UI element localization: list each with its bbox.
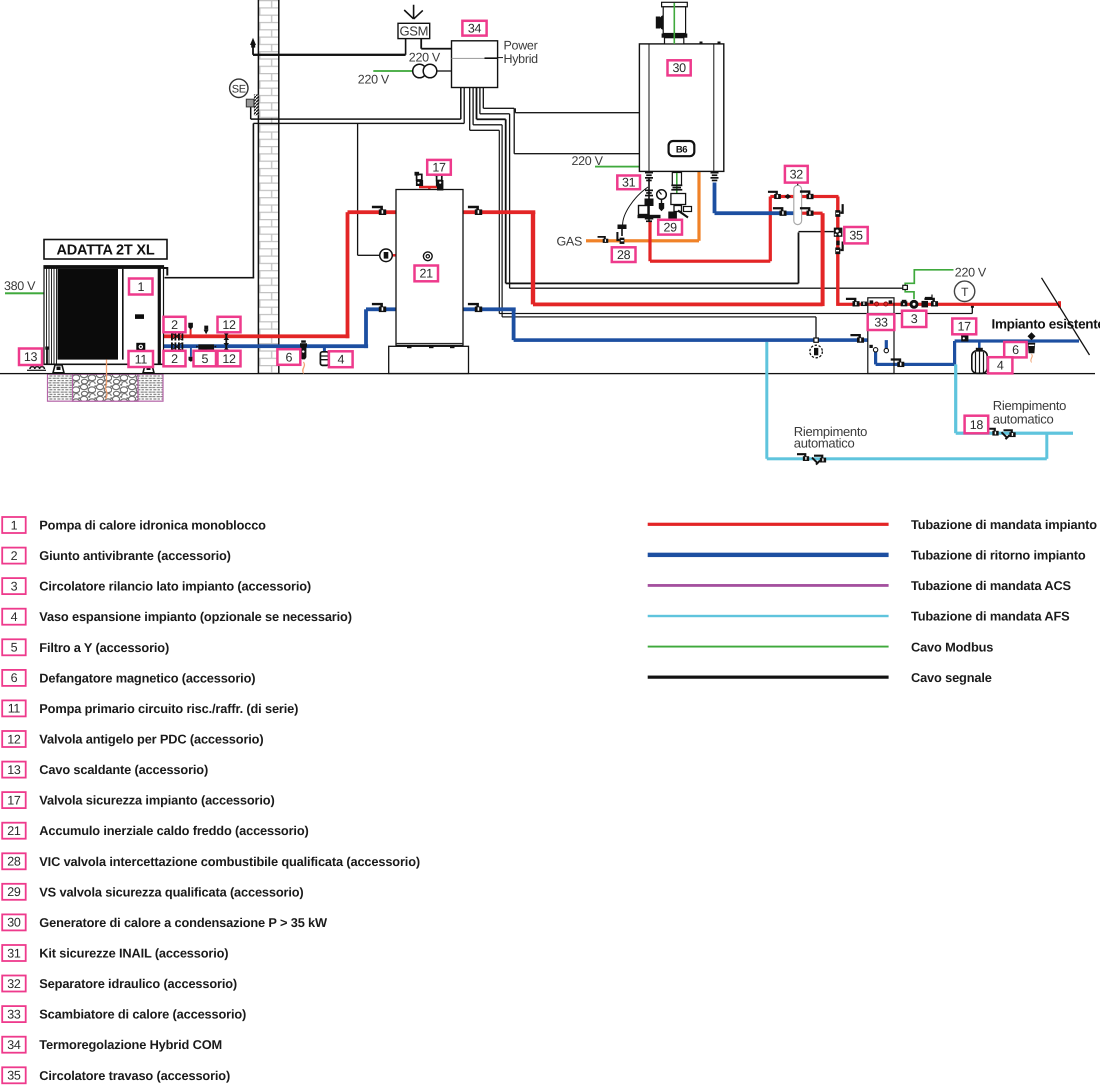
svg-text:12: 12 <box>222 318 236 332</box>
svg-text:17: 17 <box>432 161 446 175</box>
svg-text:13: 13 <box>7 763 21 777</box>
svg-text:VIC valvola intercettazione co: VIC valvola intercettazione combustibile… <box>39 854 420 869</box>
svg-text:Pompa primario circuito risc./: Pompa primario circuito risc./raffr. (di… <box>39 701 298 716</box>
svg-text:Cavo scaldante (accessorio): Cavo scaldante (accessorio) <box>39 762 208 777</box>
svg-text:3: 3 <box>911 312 918 326</box>
svg-text:29: 29 <box>7 885 21 899</box>
svg-text:GAS: GAS <box>557 235 583 249</box>
svg-text:Tubazione di ritorno impianto: Tubazione di ritorno impianto <box>911 548 1086 563</box>
svg-text:31: 31 <box>7 946 21 960</box>
svg-text:Separatore idraulico (accessor: Separatore idraulico (accessorio) <box>39 976 237 991</box>
svg-text:5: 5 <box>11 641 18 655</box>
svg-text:13: 13 <box>24 350 38 364</box>
svg-text:automatico: automatico <box>794 436 855 451</box>
svg-text:1: 1 <box>11 518 18 532</box>
svg-text:Valvola sicurezza impianto (ac: Valvola sicurezza impianto (accessorio) <box>39 793 274 808</box>
svg-text:32: 32 <box>790 168 804 182</box>
svg-text:3: 3 <box>11 579 18 593</box>
svg-text:2: 2 <box>171 318 178 332</box>
svg-text:automatico: automatico <box>993 411 1054 426</box>
svg-text:33: 33 <box>7 1007 21 1021</box>
svg-text:B6: B6 <box>676 144 687 155</box>
svg-text:11: 11 <box>135 352 148 366</box>
svg-text:2: 2 <box>11 549 18 563</box>
svg-text:Riempimento: Riempimento <box>993 398 1066 413</box>
svg-text:2: 2 <box>171 352 178 366</box>
svg-text:Impianto esistente: Impianto esistente <box>992 317 1100 332</box>
svg-text:Circolatore rilancio lato impi: Circolatore rilancio lato impianto (acce… <box>39 579 311 594</box>
svg-text:17: 17 <box>958 320 972 334</box>
svg-text:220 V: 220 V <box>409 50 441 64</box>
svg-text:33: 33 <box>874 316 888 330</box>
svg-text:35: 35 <box>7 1069 21 1083</box>
svg-text:21: 21 <box>7 824 21 838</box>
svg-text:Tubazione di mandata impianto: Tubazione di mandata impianto <box>911 517 1097 532</box>
svg-text:Tubazione di mandata ACS: Tubazione di mandata ACS <box>911 578 1072 593</box>
svg-text:6: 6 <box>1012 343 1019 357</box>
svg-text:Giunto antivibrante (accessori: Giunto antivibrante (accessorio) <box>39 548 230 563</box>
svg-text:30: 30 <box>672 61 686 75</box>
svg-text:5: 5 <box>201 352 208 366</box>
svg-text:VS valvola sicurezza qualifica: VS valvola sicurezza qualificata (access… <box>39 884 303 899</box>
svg-text:34: 34 <box>468 22 482 36</box>
svg-text:Scambiatore di calore (accesso: Scambiatore di calore (accessorio) <box>39 1007 246 1022</box>
svg-text:18: 18 <box>970 418 984 432</box>
svg-text:30: 30 <box>7 916 21 930</box>
svg-text:29: 29 <box>663 221 677 235</box>
svg-text:380 V: 380 V <box>4 279 36 293</box>
svg-text:28: 28 <box>617 248 631 262</box>
svg-text:11: 11 <box>8 702 21 716</box>
svg-text:4: 4 <box>997 359 1004 373</box>
svg-text:Power: Power <box>504 39 538 53</box>
svg-text:34: 34 <box>7 1038 21 1052</box>
svg-text:Circolatore travaso (accessori: Circolatore travaso (accessorio) <box>39 1068 230 1083</box>
svg-text:Vaso espansione impianto (opzi: Vaso espansione impianto (opzionale se n… <box>39 609 352 624</box>
svg-text:GSM: GSM <box>399 23 428 38</box>
svg-text:17: 17 <box>7 793 21 807</box>
svg-text:Riempimento: Riempimento <box>794 424 867 439</box>
svg-text:31: 31 <box>622 176 636 190</box>
svg-text:Pompa di calore idronica monob: Pompa di calore idronica monoblocco <box>39 518 266 533</box>
svg-text:Valvola antigelo per PDC (acce: Valvola antigelo per PDC (accessorio) <box>39 732 263 747</box>
svg-text:6: 6 <box>285 350 292 364</box>
svg-text:35: 35 <box>849 229 863 243</box>
svg-text:Termoregolazione Hybrid COM: Termoregolazione Hybrid COM <box>39 1037 222 1052</box>
svg-text:Kit sicurezze INAIL (accessori: Kit sicurezze INAIL (accessorio) <box>39 946 228 961</box>
svg-text:SE: SE <box>232 83 246 95</box>
svg-text:Defangatore magnetico (accesso: Defangatore magnetico (accessorio) <box>39 670 255 685</box>
svg-text:21: 21 <box>420 267 434 281</box>
svg-text:Filtro a Y (accessorio): Filtro a Y (accessorio) <box>39 640 169 655</box>
svg-text:T: T <box>961 285 969 299</box>
svg-text:Hybrid: Hybrid <box>504 52 539 66</box>
svg-text:12: 12 <box>7 732 21 746</box>
svg-text:32: 32 <box>7 977 21 991</box>
svg-text:Cavo Modbus: Cavo Modbus <box>911 639 993 654</box>
svg-text:Cavo segnale: Cavo segnale <box>911 670 992 685</box>
svg-text:Generatore di calore a condens: Generatore di calore a condensazione P >… <box>39 915 328 930</box>
svg-text:4: 4 <box>337 353 344 367</box>
svg-text:1: 1 <box>137 280 144 294</box>
svg-text:6: 6 <box>11 671 18 685</box>
svg-text:Tubazione di mandata AFS: Tubazione di mandata AFS <box>911 609 1070 624</box>
svg-text:4: 4 <box>11 610 18 624</box>
svg-text:220 V: 220 V <box>358 73 390 87</box>
svg-text:ADATTA 2T XL: ADATTA 2T XL <box>56 242 154 258</box>
svg-text:Accumulo inerziale caldo fredd: Accumulo inerziale caldo freddo (accesso… <box>39 823 308 838</box>
svg-text:220 V: 220 V <box>572 154 604 168</box>
svg-text:220 V: 220 V <box>955 266 987 280</box>
svg-text:28: 28 <box>7 855 21 869</box>
svg-text:12: 12 <box>222 352 236 366</box>
